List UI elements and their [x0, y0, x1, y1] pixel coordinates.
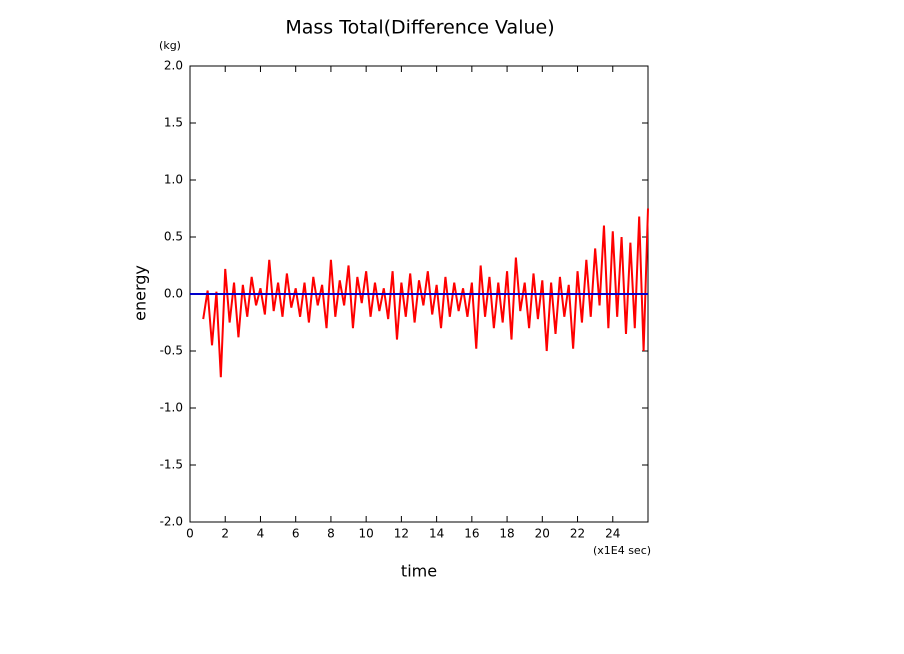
y-tick-label: -2.0 [160, 515, 183, 529]
x-tick-label: 22 [570, 527, 585, 541]
x-tick-label: 14 [429, 527, 444, 541]
y-tick-label: -0.5 [160, 344, 183, 358]
x-tick-label: 12 [394, 527, 409, 541]
y-tick-label: 1.0 [164, 173, 183, 187]
y-tick-label: 1.5 [164, 116, 183, 130]
y-tick-label: 2.0 [164, 59, 183, 73]
chart-title: Mass Total(Difference Value) [285, 17, 554, 39]
x-tick-label: 24 [605, 527, 620, 541]
x-tick-label: 10 [359, 527, 374, 541]
y-tick-label: -1.0 [160, 401, 183, 415]
y-axis-label: energy [131, 265, 150, 321]
x-tick-label: 0 [186, 527, 194, 541]
x-tick-label: 18 [499, 527, 514, 541]
x-axis-label: time [401, 562, 437, 581]
x-tick-label: 20 [535, 527, 550, 541]
x-tick-label: 2 [221, 527, 229, 541]
y-tick-label: -1.5 [160, 458, 183, 472]
y-tick-label: 0.0 [164, 287, 183, 301]
x-tick-label: 16 [464, 527, 479, 541]
x-tick-label: 6 [292, 527, 300, 541]
y-unit: (kg) [159, 39, 181, 52]
x-unit: (x1E4 sec) [593, 544, 651, 557]
x-tick-label: 4 [257, 527, 265, 541]
data-line [202, 208, 649, 378]
x-tick-label: 8 [327, 527, 335, 541]
y-tick-label: 0.5 [164, 230, 183, 244]
